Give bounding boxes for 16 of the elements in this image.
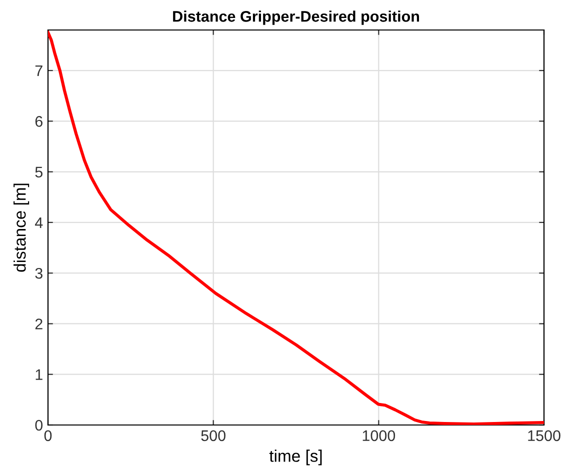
chart-title: Distance Gripper-Desired position bbox=[173, 10, 420, 25]
y-tick-label: 6 bbox=[35, 116, 42, 127]
y-tick-label: 0 bbox=[35, 420, 43, 431]
y-tick-label: 3 bbox=[35, 268, 42, 279]
y-tick-label: 4 bbox=[34, 217, 43, 228]
x-tick-label: 1000 bbox=[362, 430, 396, 442]
y-tick-label: 7 bbox=[35, 66, 42, 76]
y-tick-label: 2 bbox=[35, 318, 42, 330]
y-axis-title: distance [m] bbox=[14, 184, 30, 272]
x-tick-label: 500 bbox=[201, 430, 226, 442]
y-tick-label: 5 bbox=[35, 166, 42, 178]
x-tick-label: 1500 bbox=[528, 430, 560, 442]
y-tick-label: 1 bbox=[36, 369, 42, 380]
x-axis-title: time [s] bbox=[269, 450, 322, 466]
line-series bbox=[48, 31, 544, 425]
x-tick-label: 0 bbox=[44, 430, 52, 442]
